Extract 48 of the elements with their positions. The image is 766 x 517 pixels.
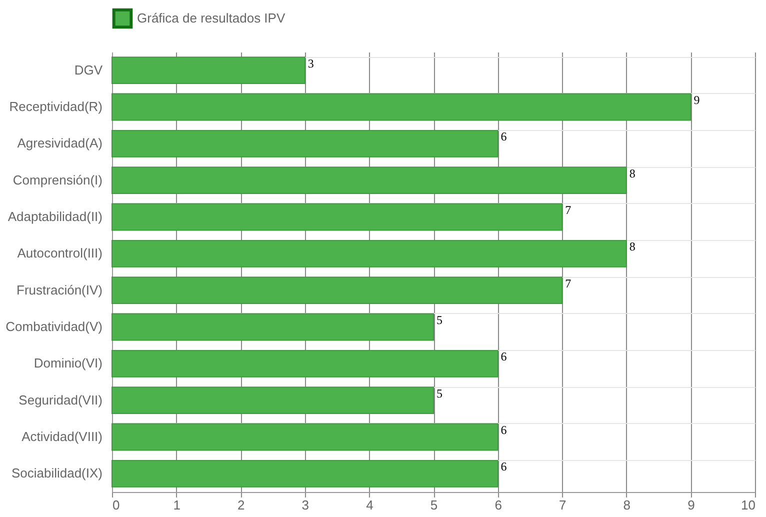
y-tick-label: Dominio(VI) bbox=[34, 356, 102, 371]
x-tick-label: 5 bbox=[430, 498, 438, 512]
bar bbox=[112, 203, 563, 231]
data-label: 6 bbox=[500, 460, 507, 474]
y-tick-label: Comprensión(I) bbox=[12, 172, 102, 188]
data-label: 5 bbox=[436, 313, 442, 327]
y-tick-label: Actividad(VIII) bbox=[22, 429, 102, 444]
y-tick-label: Sociabilidad(IX) bbox=[11, 466, 102, 481]
x-tick-label: 8 bbox=[623, 498, 631, 512]
data-label: 9 bbox=[694, 93, 700, 107]
data-label: 7 bbox=[565, 276, 572, 290]
bar bbox=[112, 460, 498, 488]
x-tick-label: 3 bbox=[302, 498, 310, 512]
legend-label: Gráfica de resultados IPV bbox=[137, 10, 286, 26]
bar bbox=[112, 423, 498, 451]
y-tick-label: Agresividad(A) bbox=[17, 136, 102, 151]
x-tick-label: 2 bbox=[237, 498, 245, 512]
y-tick-label: Adaptabilidad(II) bbox=[8, 209, 102, 224]
bar bbox=[112, 56, 306, 84]
bar bbox=[112, 350, 498, 378]
bar bbox=[112, 166, 627, 194]
bar bbox=[112, 386, 434, 414]
y-tick-label: Receptividad(R) bbox=[9, 99, 102, 114]
data-label: 7 bbox=[565, 203, 572, 217]
x-tick-label: 6 bbox=[494, 498, 502, 512]
data-label: 3 bbox=[308, 56, 314, 70]
x-tick-label: 7 bbox=[558, 498, 566, 512]
x-tick-label: 1 bbox=[173, 498, 180, 512]
y-tick-label: Autocontrol(III) bbox=[17, 246, 102, 261]
x-tick-label: 4 bbox=[366, 498, 374, 512]
y-tick-label: DGV bbox=[74, 62, 103, 78]
y-tick-label: Combatividad(V) bbox=[6, 319, 102, 334]
data-label: 6 bbox=[500, 350, 507, 364]
data-label: 8 bbox=[629, 240, 636, 254]
x-tick-label: 9 bbox=[688, 498, 695, 512]
data-label: 8 bbox=[629, 166, 636, 180]
y-tick-label: Frustración(IV) bbox=[16, 282, 102, 298]
y-tick-label: Seguridad(VII) bbox=[18, 392, 102, 408]
x-tick-label: 10 bbox=[741, 498, 756, 512]
bar bbox=[112, 93, 692, 121]
bar bbox=[112, 276, 563, 304]
bar bbox=[112, 313, 434, 341]
data-label: 5 bbox=[436, 386, 442, 400]
data-label: 6 bbox=[500, 423, 507, 437]
data-label: 6 bbox=[500, 130, 507, 144]
x-tick-label: 0 bbox=[112, 498, 120, 512]
bar bbox=[112, 130, 498, 158]
bar bbox=[112, 240, 627, 268]
